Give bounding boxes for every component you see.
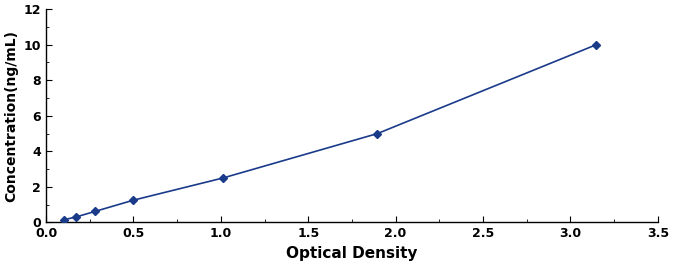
Y-axis label: Concentration(ng/mL): Concentration(ng/mL) bbox=[4, 30, 18, 202]
X-axis label: Optical Density: Optical Density bbox=[286, 246, 418, 261]
